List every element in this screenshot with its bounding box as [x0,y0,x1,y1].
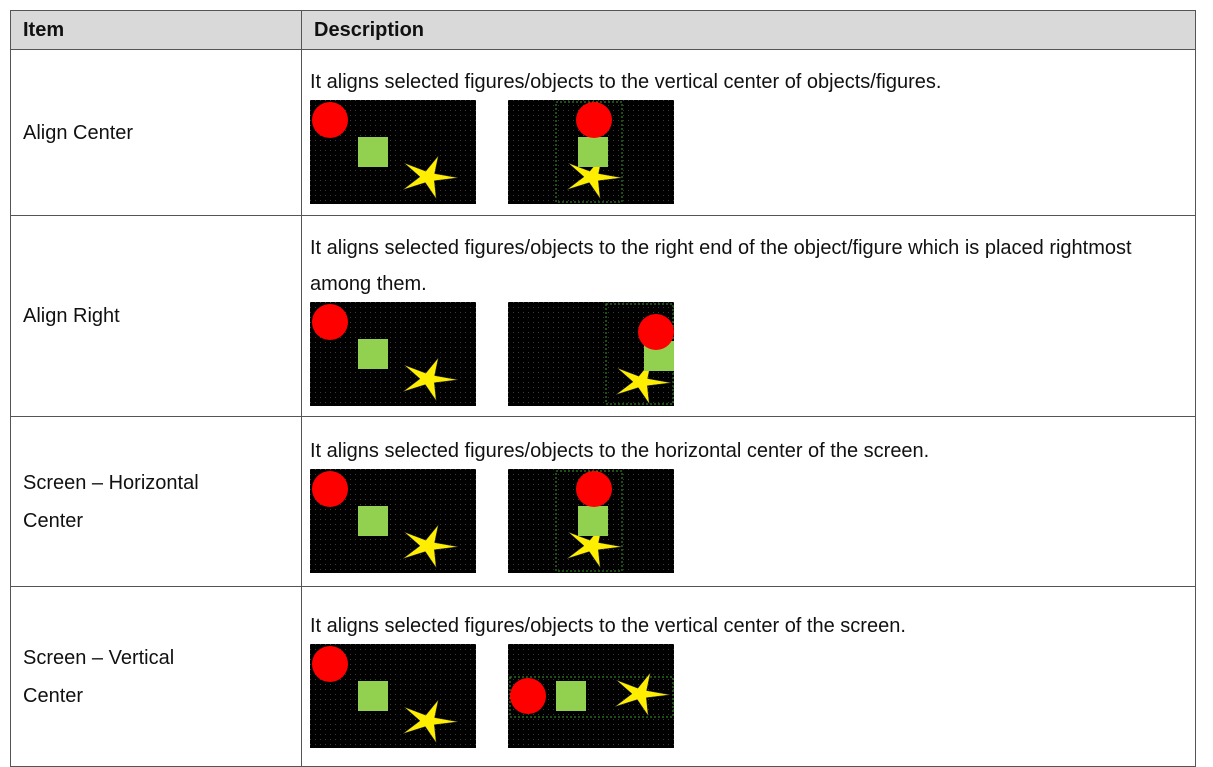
item-cell: Align Right [10,215,302,417]
figures [310,469,1187,574]
description-text: It aligns selected figures/objects to th… [310,236,1132,295]
figure [310,469,476,573]
header-item: Item [10,10,302,50]
description-cell: It aligns selected figures/objects to th… [301,215,1196,417]
figure [508,301,674,406]
description-text: It aligns selected figures/objects to th… [310,440,930,462]
figure [310,100,476,204]
description-text: It aligns selected figures/objects to th… [310,71,942,93]
figure [310,301,476,406]
figure [310,644,476,748]
description-text: It aligns selected figures/objects to th… [310,615,906,637]
row: Align Center It aligns selected figures/… [10,49,1196,216]
align-table: Item Description Align Center It aligns … [10,10,1196,767]
description-cell: It aligns selected figures/objects to th… [301,586,1196,767]
item-cell: Align Center [10,49,302,216]
row: Align Right It aligns selected figures/o… [10,215,1196,417]
header-description: Description [301,10,1196,50]
figures [310,301,1187,407]
item-cell: Screen – Horizontal Center [10,416,302,587]
figures [310,644,1187,749]
figure [508,644,674,748]
row: Screen – Horizontal Center It aligns sel… [10,416,1196,587]
figures [310,100,1187,205]
header-row: Item Description [10,10,1196,50]
description-cell: It aligns selected figures/objects to th… [301,416,1196,587]
figure [508,469,674,573]
item-cell: Screen – Vertical Center [10,586,302,767]
table-body: Align Center It aligns selected figures/… [10,49,1196,767]
figure [508,100,674,204]
row: Screen – Vertical Center It aligns selec… [10,586,1196,767]
description-cell: It aligns selected figures/objects to th… [301,49,1196,216]
